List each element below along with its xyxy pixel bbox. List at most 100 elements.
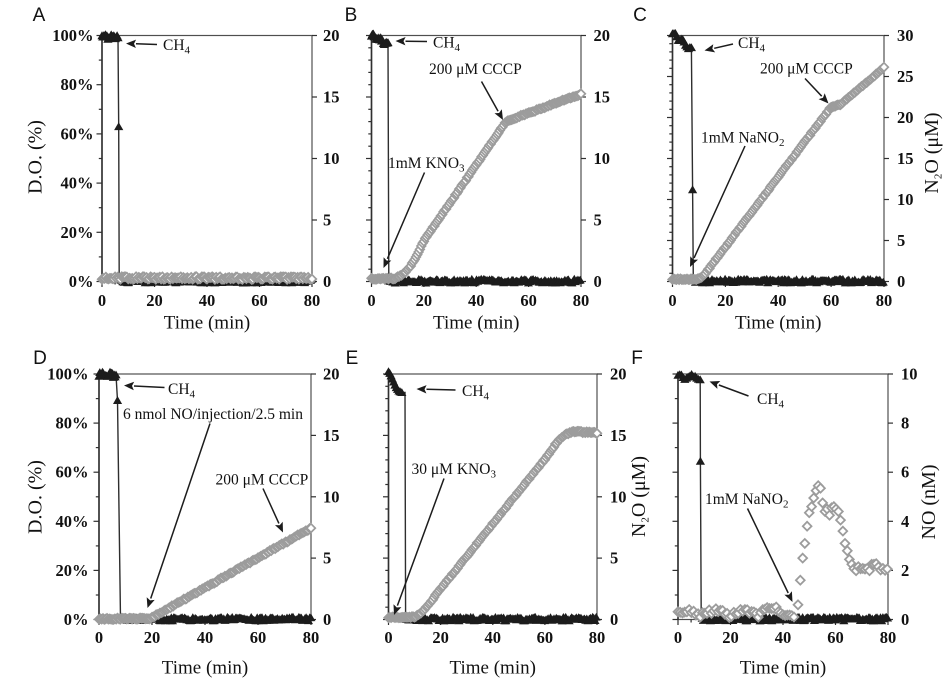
svg-text:20: 20	[717, 291, 734, 310]
svg-text:0: 0	[98, 291, 106, 310]
svg-text:20: 20	[416, 291, 433, 310]
svg-text:1mM KNO3: 1mM KNO3	[388, 155, 465, 175]
svg-text:200 μM CCCP: 200 μM CCCP	[760, 61, 853, 78]
svg-text:NO (nM): NO (nM)	[918, 465, 940, 540]
svg-text:80%: 80%	[56, 414, 89, 433]
svg-text:10: 10	[901, 365, 918, 384]
svg-text:20: 20	[323, 26, 340, 45]
svg-text:20: 20	[610, 365, 627, 384]
svg-text:0: 0	[367, 291, 375, 310]
svg-text:0: 0	[323, 272, 331, 291]
svg-text:0: 0	[384, 628, 392, 647]
svg-text:60: 60	[827, 628, 844, 647]
svg-text:Time (min): Time (min)	[450, 658, 536, 679]
svg-text:60: 60	[250, 628, 267, 647]
svg-text:D: D	[33, 348, 47, 369]
svg-text:Time (min): Time (min)	[433, 313, 519, 334]
svg-text:10: 10	[610, 487, 627, 506]
svg-text:1mM NaNO2: 1mM NaNO2	[701, 130, 784, 150]
svg-text:200 μM CCCP: 200 μM CCCP	[216, 472, 309, 489]
svg-text:80: 80	[880, 628, 897, 647]
svg-text:80%: 80%	[61, 75, 94, 94]
svg-text:8: 8	[901, 414, 909, 433]
svg-text:15: 15	[897, 149, 914, 168]
svg-text:5: 5	[610, 549, 618, 568]
svg-text:20: 20	[323, 365, 340, 384]
svg-text:40%: 40%	[61, 174, 94, 193]
svg-text:Time (min): Time (min)	[740, 658, 826, 679]
svg-text:0%: 0%	[64, 610, 89, 629]
svg-text:20%: 20%	[61, 223, 94, 242]
svg-text:40: 40	[468, 291, 485, 310]
svg-text:40: 40	[485, 628, 502, 647]
svg-text:0%: 0%	[69, 272, 94, 291]
svg-text:40: 40	[197, 628, 214, 647]
svg-text:D.O. (%): D.O. (%)	[25, 460, 47, 534]
svg-text:80: 80	[589, 628, 606, 647]
svg-text:C: C	[633, 5, 647, 26]
svg-text:5: 5	[594, 211, 602, 230]
svg-text:40: 40	[770, 291, 787, 310]
svg-text:15: 15	[323, 88, 340, 107]
svg-text:B: B	[345, 5, 358, 26]
svg-text:80: 80	[573, 291, 590, 310]
svg-text:0: 0	[901, 610, 909, 629]
svg-text:4: 4	[901, 512, 909, 531]
svg-text:CH4: CH4	[738, 35, 766, 55]
svg-text:CH4: CH4	[462, 383, 490, 403]
svg-text:CH4: CH4	[757, 391, 785, 411]
svg-text:CH4: CH4	[168, 381, 196, 401]
svg-text:0: 0	[668, 291, 676, 310]
svg-text:Time (min): Time (min)	[162, 658, 248, 679]
svg-text:40%: 40%	[56, 512, 89, 531]
svg-text:30 μM KNO3: 30 μM KNO3	[412, 461, 497, 481]
svg-text:0: 0	[594, 272, 602, 291]
svg-text:25: 25	[897, 67, 914, 86]
svg-text:60: 60	[520, 291, 537, 310]
svg-text:1mM NaNO2: 1mM NaNO2	[705, 491, 788, 511]
svg-text:0: 0	[95, 628, 103, 647]
svg-text:E: E	[346, 348, 359, 369]
svg-text:80: 80	[876, 291, 893, 310]
svg-text:20%: 20%	[56, 561, 89, 580]
svg-text:10: 10	[594, 149, 611, 168]
svg-text:CH4: CH4	[163, 37, 191, 57]
svg-text:5: 5	[323, 211, 331, 230]
svg-text:40: 40	[199, 291, 216, 310]
svg-text:0: 0	[610, 610, 618, 629]
svg-text:10: 10	[323, 149, 340, 168]
svg-text:5: 5	[323, 549, 331, 568]
svg-text:60%: 60%	[61, 124, 94, 143]
svg-text:80: 80	[304, 291, 321, 310]
svg-text:6: 6	[901, 463, 909, 482]
svg-text:15: 15	[323, 426, 340, 445]
svg-text:20: 20	[897, 108, 914, 127]
svg-text:100%: 100%	[52, 26, 93, 45]
svg-text:0: 0	[323, 610, 331, 629]
svg-text:CH4: CH4	[433, 35, 461, 55]
svg-text:N2O (μM): N2O (μM)	[921, 112, 945, 193]
svg-text:5: 5	[897, 231, 905, 250]
svg-text:10: 10	[323, 487, 340, 506]
svg-text:10: 10	[897, 190, 914, 209]
svg-text:40: 40	[775, 628, 792, 647]
svg-text:60: 60	[537, 628, 554, 647]
svg-text:60%: 60%	[56, 463, 89, 482]
svg-text:30: 30	[897, 26, 914, 45]
svg-text:Time (min): Time (min)	[735, 313, 821, 334]
svg-text:20: 20	[722, 628, 739, 647]
svg-text:F: F	[631, 348, 643, 369]
svg-text:20: 20	[594, 26, 611, 45]
svg-text:20: 20	[432, 628, 449, 647]
svg-text:20: 20	[146, 291, 163, 310]
svg-text:80: 80	[303, 628, 320, 647]
svg-text:2: 2	[901, 561, 909, 580]
svg-text:15: 15	[594, 88, 611, 107]
svg-text:D.O. (%): D.O. (%)	[25, 120, 47, 194]
svg-text:A: A	[33, 5, 46, 26]
svg-text:0: 0	[674, 628, 682, 647]
svg-text:Time (min): Time (min)	[164, 313, 250, 334]
svg-text:N2O (μM): N2O (μM)	[628, 456, 652, 537]
svg-text:15: 15	[610, 426, 627, 445]
svg-text:200 μM CCCP: 200 μM CCCP	[429, 61, 522, 78]
